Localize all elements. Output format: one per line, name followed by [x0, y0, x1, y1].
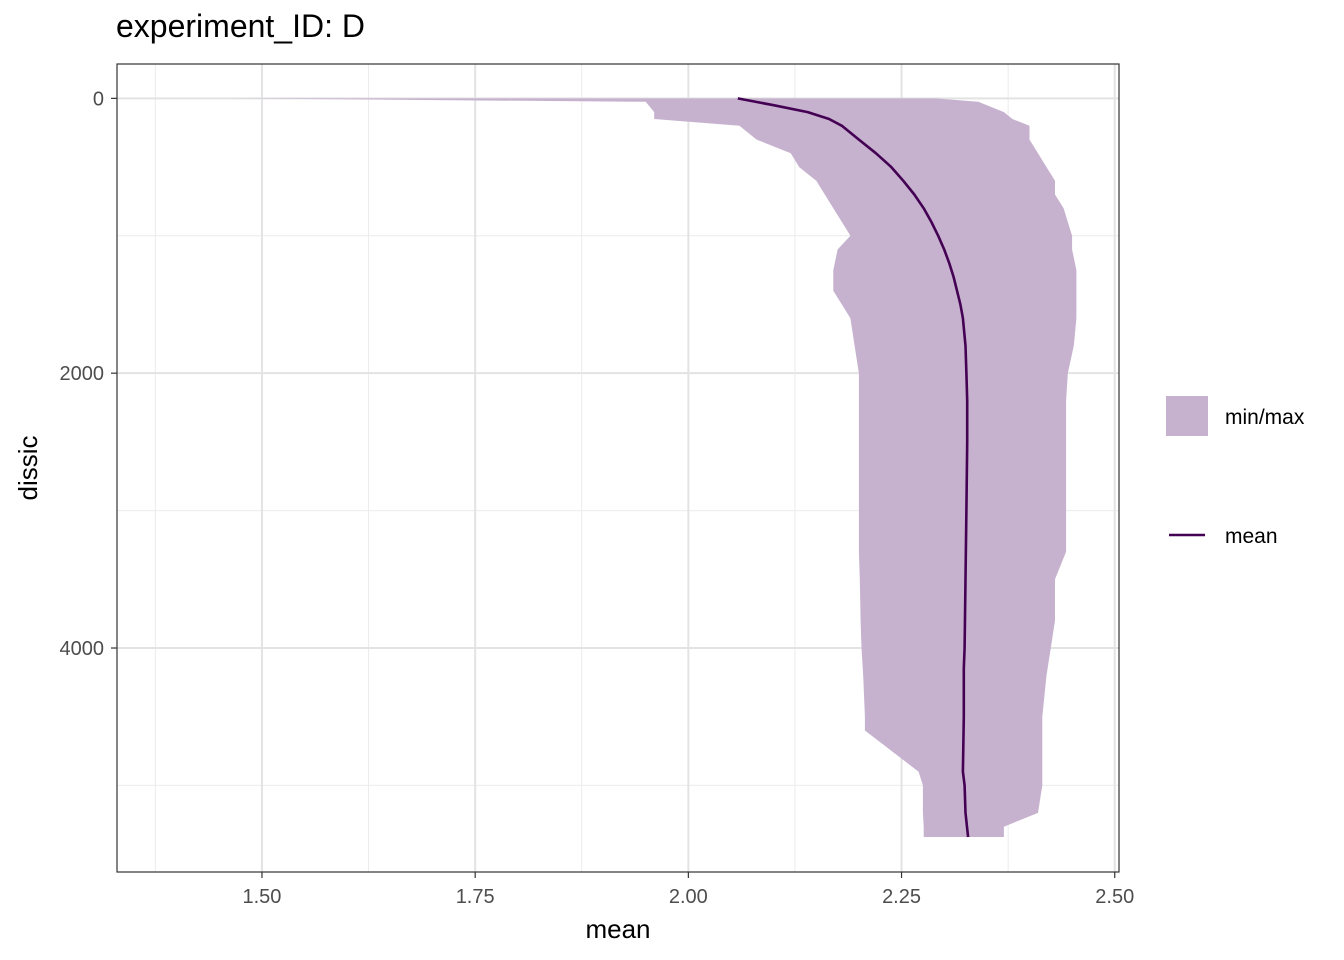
legend-label-minmax: min/max	[1225, 406, 1305, 429]
legend-label-mean: mean	[1225, 525, 1278, 548]
line-layer	[737, 97, 970, 838]
y-axis-title: dissic	[13, 435, 43, 500]
panel-border	[116, 63, 1120, 873]
x-tick-label: 1.75	[456, 886, 495, 908]
x-tick-label: 2.25	[882, 886, 921, 908]
ribbon-layer	[227, 98, 1077, 837]
x-axis: 1.50 1.75 2.00 2.25 2.50	[243, 872, 1134, 908]
x-tick-label: 2.50	[1095, 886, 1134, 908]
legend: min/max mean	[1166, 396, 1305, 548]
chart-title: experiment_ID: D	[116, 8, 365, 44]
ribbon-minmax	[227, 98, 1077, 837]
x-axis-title: mean	[585, 914, 650, 944]
y-tick-label: 4000	[60, 638, 105, 660]
y-tick-label: 0	[93, 88, 104, 110]
x-tick-label: 2.00	[669, 886, 708, 908]
x-tick-label: 1.50	[243, 886, 282, 908]
y-axis: 0 2000 4000	[60, 88, 117, 660]
legend-key-minmax	[1166, 396, 1208, 436]
y-tick-label: 2000	[60, 363, 105, 385]
line-mean	[737, 97, 970, 838]
